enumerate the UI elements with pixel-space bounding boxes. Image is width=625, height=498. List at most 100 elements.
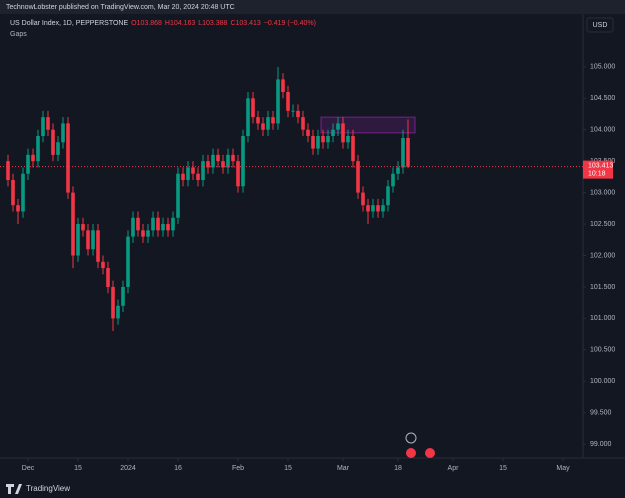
candle-body [336,123,340,130]
candle-body [126,236,130,287]
candle-body [201,161,205,181]
candle-body [76,224,80,256]
ohlc-value: H104.163 [165,20,195,27]
candle-body [361,192,365,206]
candle-body [36,136,40,162]
candle-body [386,186,390,206]
legend: US Dollar Index, 1D, PEPPERSTONE Gaps O1… [10,20,316,38]
candle-body [301,117,305,130]
candle-body [171,217,175,231]
candle-body [131,217,135,237]
candle-body [391,173,395,187]
candle-body [276,79,280,124]
candle-body [116,305,120,319]
y-tick-label: 101.000 [590,315,615,322]
last-price: 103.413 [588,162,613,169]
candle-body [196,173,200,181]
event-icon[interactable] [405,432,417,444]
candle-body [371,205,375,212]
currency[interactable]: USD [593,22,608,29]
x-tick-label: 16 [174,465,182,472]
ohlc-value: C103.413 [230,20,260,27]
candle-body [81,224,85,231]
candle-body [111,286,115,319]
candle-body [121,286,125,306]
candle-body [191,167,195,174]
candle-body [266,117,270,130]
candle-body [186,167,190,181]
candle-body [141,230,145,237]
candle-body [356,161,360,193]
candle-body [221,161,225,168]
header-bar [0,0,625,14]
y-tick-label: 104.500 [590,95,615,102]
candle-body [271,117,275,124]
candle-body [61,123,65,143]
candle-body [236,161,240,187]
candle-body [136,217,140,231]
candle-body [211,154,215,168]
candle-body [281,79,285,92]
candle-body [96,230,100,262]
candle-body [206,161,210,168]
candle-body [101,261,105,269]
candle-body [326,136,330,143]
y-tick-label: 100.000 [590,378,615,385]
footer-brand: TradingView [26,484,70,493]
candle-body [401,138,405,168]
candle-body [151,217,155,231]
candle-body [231,154,235,162]
candle-body [181,173,185,181]
candle-body [21,173,25,212]
candle-body [16,205,20,212]
candle-body [156,217,160,231]
candle-body [381,205,385,212]
candle-body [306,129,310,137]
candle-body [261,123,265,130]
event-icon[interactable] [406,448,416,458]
currency-button[interactable] [586,17,614,33]
gap-zone [320,116,416,134]
ohlc-value: O103.868 [131,20,162,27]
y-tick-label: 99.500 [590,410,612,417]
candle-body [166,224,170,231]
y-tick-label: 104.000 [590,127,615,134]
x-tick-label: 15 [499,465,507,472]
x-tick-label: Apr [448,465,460,472]
candle-body [311,136,315,149]
y-tick-label: 102.000 [590,252,615,259]
y-tick-label: 99.000 [590,441,612,448]
candle-body [291,110,295,112]
countdown: 10:18 [588,170,606,177]
candle-body [341,123,345,143]
y-tick-label: 101.500 [590,284,615,291]
candle-body [106,268,110,287]
candle-body [46,117,50,130]
candle-body [346,136,350,143]
candle-body [176,173,180,218]
candle-body [406,138,410,167]
x-tick-label: 18 [394,465,402,472]
x-tick-label: Mar [337,465,350,472]
candle-body [366,205,370,212]
y-tick-label: 100.500 [590,347,615,354]
candle-body [51,129,55,155]
header: TechnowLobster published on TradingView.… [6,4,235,11]
y-tick-label: 105.000 [590,64,615,71]
x-tick-label: 15 [74,465,82,472]
candle-body [256,117,260,124]
candle-body [6,161,10,181]
logo [6,484,22,494]
ohlc-value: L103.388 [198,20,227,27]
candle-body [226,154,230,168]
candle-body [216,154,220,162]
candle-body [11,180,15,206]
x-tick-label: Feb [232,465,244,472]
y-tick-label: 103.000 [590,189,615,196]
candle-body [66,123,70,193]
candle-body [241,136,245,187]
candle-body [26,154,30,174]
event-icon[interactable] [425,448,435,458]
change: −0.419 (−0.40%) [264,20,316,27]
candle-body [56,142,60,155]
